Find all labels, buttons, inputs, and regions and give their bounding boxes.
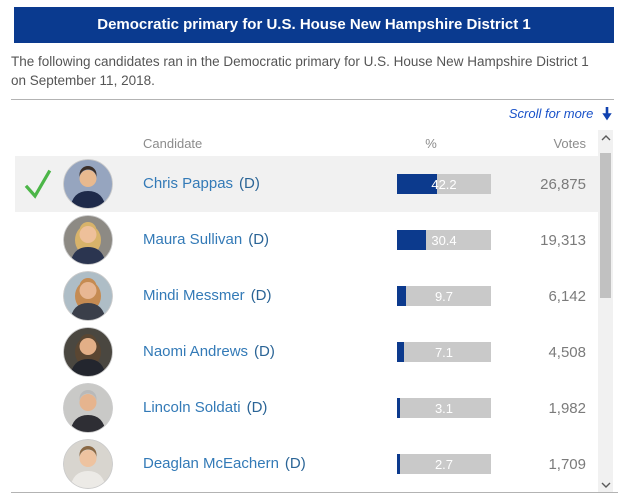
percent-value: 42.2 [431,176,457,192]
photo-cell [60,383,116,433]
party-label: (D) [239,175,260,192]
candidate-name-cell: Lincoln Soldati (D) [116,399,397,417]
votes-value: 1,709 [548,455,586,473]
percent-bar: 2.7 [397,454,491,474]
winner-check-cell [15,169,60,199]
description-text: The following candidates ran in the Demo… [11,54,589,88]
votes-value: 26,875 [540,175,586,193]
candidate-name-cell: Naomi Andrews (D) [116,343,397,361]
photo-cell [60,439,116,489]
scroll-down-arrow-icon [602,106,612,120]
candidate-name-cell: Chris Pappas (D) [116,175,397,193]
results-title: Democratic primary for U.S. House New Ha… [97,16,531,33]
percent-cell: 2.7 [397,454,491,474]
percent-bar: 7.1 [397,342,491,362]
percent-cell: 9.7 [397,286,491,306]
photo-cell [60,159,116,209]
candidate-name-link[interactable]: Naomi Andrews [143,343,249,360]
column-header-percent: % [425,135,437,151]
candidate-name-link[interactable]: Deaglan McEachern [143,455,279,472]
results-title-bar: Democratic primary for U.S. House New Ha… [14,7,614,43]
percent-value: 9.7 [434,288,454,304]
candidate-name-link[interactable]: Mindi Messmer [143,287,245,304]
candidate-row: Naomi Andrews (D) 7.1 4,508 [15,324,598,380]
party-label: (D) [284,455,306,472]
candidate-name-link[interactable]: Maura Sullivan [143,231,243,248]
candidate-row: Maura Sullivan (D) 30.4 19,313 [15,212,598,268]
percent-cell: 30.4 [397,230,491,250]
results-table: Candidate % Votes Chris Pappas (D) [15,130,613,492]
candidate-photo [63,327,113,377]
column-header-votes: Votes [553,135,586,151]
percent-bar: 30.4 [397,230,491,250]
percent-bar: 3.1 [397,398,491,418]
vertical-scrollbar[interactable] [598,130,613,492]
candidate-photo [63,383,113,433]
scroll-for-more-label: Scroll for more [508,106,594,122]
candidate-photo [63,215,113,265]
percent-cell: 7.1 [397,342,491,362]
votes-value: 19,313 [540,231,586,249]
photo-cell [60,327,116,377]
percent-value: 2.7 [434,456,454,472]
chevron-up-icon [601,134,610,140]
candidate-photo [63,159,113,209]
votes-value: 4,508 [548,343,586,361]
bottom-divider [11,492,618,493]
candidate-name-link[interactable]: Lincoln Soldati [143,399,241,416]
election-results-widget: Democratic primary for U.S. House New Ha… [0,7,622,493]
percent-value: 3.1 [434,400,454,416]
chevron-down-icon [601,482,610,488]
party-label: (D) [248,231,270,248]
votes-value: 1,982 [548,399,586,417]
candidate-name-cell: Deaglan McEachern (D) [116,455,397,473]
candidate-row: Lincoln Soldati (D) 3.1 1,982 [15,380,598,436]
party-label: (D) [246,399,268,416]
candidate-row: Mindi Messmer (D) 9.7 6,142 [15,268,598,324]
scrollbar-down-button[interactable] [598,477,613,492]
percent-bar: 9.7 [397,286,491,306]
candidate-name-cell: Mindi Messmer (D) [116,287,397,305]
candidate-photo [63,439,113,489]
percent-value: 7.1 [434,344,454,360]
percent-cell: 42.2 [397,174,491,194]
scroll-for-more[interactable]: Scroll for more [0,100,622,130]
photo-cell [60,215,116,265]
table-header-row: Candidate % Votes [15,130,598,156]
candidate-name-link[interactable]: Chris Pappas [143,175,234,192]
candidate-row: Deaglan McEachern (D) 2.7 1,709 [15,436,598,492]
candidate-photo [63,271,113,321]
winner-checkmark-icon [24,169,51,199]
percent-bar: 42.2 [397,174,491,194]
scrollbar-thumb[interactable] [600,153,611,298]
percent-value: 30.4 [431,232,457,248]
votes-value: 6,142 [548,287,586,305]
party-label: (D) [254,343,275,360]
scrollbar-up-button[interactable] [598,130,613,145]
column-header-candidate: Candidate [143,135,203,151]
percent-cell: 3.1 [397,398,491,418]
candidate-row: Chris Pappas (D) 42.2 26,875 [15,156,598,212]
top-divider [11,99,614,100]
candidate-name-cell: Maura Sullivan (D) [116,231,397,249]
party-label: (D) [250,287,272,304]
photo-cell [60,271,116,321]
